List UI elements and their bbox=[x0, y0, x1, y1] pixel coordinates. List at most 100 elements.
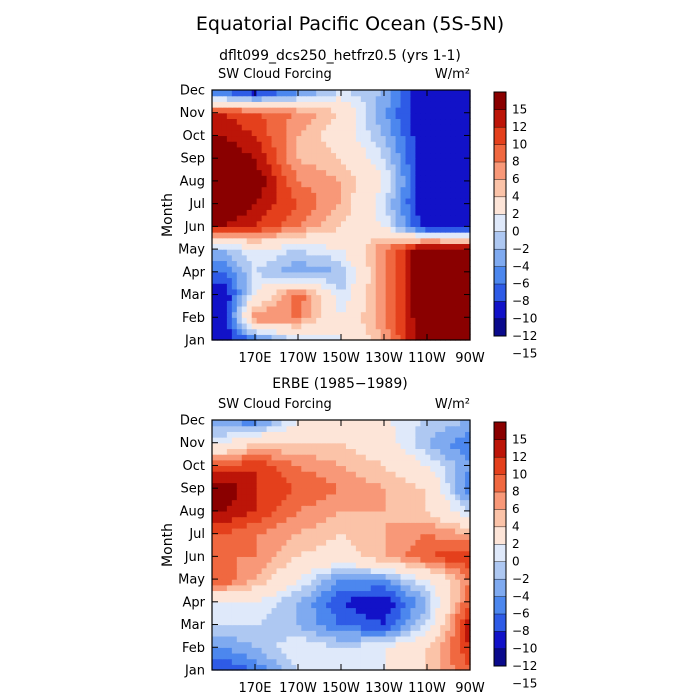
heatmap-cell bbox=[321, 152, 327, 159]
heatmap-cell bbox=[216, 271, 223, 279]
heatmap-cell bbox=[380, 476, 387, 484]
heatmap-cell bbox=[256, 146, 263, 154]
heatmap-cell bbox=[212, 567, 218, 575]
heatmap-cell bbox=[415, 431, 421, 438]
heatmap-cell bbox=[256, 539, 263, 546]
heatmap-cell bbox=[345, 118, 352, 125]
heatmap-cell bbox=[380, 493, 387, 501]
heatmap-cell bbox=[321, 175, 327, 182]
heatmap-cell bbox=[385, 630, 392, 637]
heatmap-cell bbox=[316, 243, 322, 250]
heatmap-cell bbox=[266, 437, 273, 444]
heatmap-cell bbox=[261, 505, 268, 512]
heatmap-cell bbox=[410, 493, 417, 501]
heatmap-cell bbox=[236, 95, 243, 102]
heatmap-cell bbox=[241, 260, 248, 267]
heatmap-cell bbox=[465, 630, 471, 637]
heatmap-cell bbox=[326, 305, 332, 313]
heatmap-cell bbox=[455, 277, 461, 284]
heatmap-cell bbox=[440, 652, 446, 660]
heatmap-cell bbox=[306, 425, 312, 432]
heatmap-cell bbox=[321, 607, 327, 614]
heatmap-cell bbox=[465, 197, 471, 205]
heatmap-cell bbox=[455, 442, 461, 450]
heatmap-cell bbox=[331, 420, 337, 427]
heatmap-cell bbox=[410, 579, 417, 586]
heatmap-cell bbox=[420, 334, 426, 341]
heatmap-cell bbox=[410, 437, 417, 444]
heatmap-cell bbox=[246, 260, 253, 267]
heatmap-cell bbox=[420, 226, 426, 233]
heatmap-cell bbox=[405, 203, 412, 210]
heatmap-cell bbox=[286, 664, 292, 671]
heatmap-cell bbox=[435, 334, 441, 341]
heatmap-cell bbox=[261, 442, 268, 450]
heatmap-cell bbox=[216, 448, 223, 455]
heatmap-cell bbox=[450, 260, 456, 267]
heatmap-cell bbox=[271, 186, 278, 193]
heatmap-cell bbox=[301, 448, 307, 455]
heatmap-cell bbox=[425, 590, 431, 597]
heatmap-cell bbox=[435, 152, 441, 159]
heatmap-cell bbox=[410, 260, 417, 267]
heatmap-cell bbox=[440, 232, 446, 239]
heatmap-cell bbox=[460, 288, 466, 296]
heatmap-cell bbox=[271, 601, 278, 609]
heatmap-cell bbox=[355, 454, 362, 461]
heatmap-cell bbox=[460, 499, 466, 506]
heatmap-cell bbox=[316, 317, 322, 324]
heatmap-cell bbox=[341, 300, 347, 307]
heatmap-cell bbox=[375, 283, 382, 290]
heatmap-cell bbox=[450, 567, 456, 575]
heatmap-cell bbox=[306, 158, 312, 165]
heatmap-cell bbox=[251, 431, 258, 438]
heatmap-cell bbox=[341, 482, 347, 489]
heatmap-cell bbox=[301, 186, 307, 193]
heatmap-cell bbox=[326, 630, 332, 637]
heatmap-cell bbox=[261, 454, 268, 461]
heatmap-cell bbox=[261, 180, 268, 188]
heatmap-cell bbox=[286, 545, 292, 552]
heatmap-cell bbox=[226, 641, 233, 648]
heatmap-cell bbox=[316, 624, 322, 631]
heatmap-cell bbox=[415, 112, 421, 120]
heatmap-cell bbox=[415, 158, 421, 165]
heatmap-cell bbox=[350, 186, 357, 193]
heatmap-cell bbox=[261, 545, 268, 552]
heatmap-cell bbox=[236, 562, 243, 569]
panel-model: dflt099_dcs250_hetfrz0.5 (yrs 1-1) SW Cl… bbox=[160, 48, 537, 366]
heatmap-cell bbox=[440, 197, 446, 205]
heatmap-cell bbox=[430, 641, 436, 648]
heatmap-cell bbox=[311, 158, 317, 165]
heatmap-cell bbox=[415, 630, 421, 637]
heatmap-erbe bbox=[212, 420, 471, 671]
heatmap-cell bbox=[216, 226, 223, 233]
heatmap-cell bbox=[256, 192, 263, 199]
heatmap-cell bbox=[375, 90, 382, 97]
heatmap-cell bbox=[440, 471, 446, 478]
heatmap-cell bbox=[261, 266, 268, 273]
heatmap-cell bbox=[256, 664, 263, 671]
heatmap-cell bbox=[306, 300, 312, 307]
heatmap-cell bbox=[465, 516, 471, 523]
heatmap-cell bbox=[321, 163, 327, 171]
heatmap-cell bbox=[365, 545, 372, 552]
heatmap-cell bbox=[425, 101, 431, 108]
heatmap-cell bbox=[221, 305, 228, 313]
heatmap-cell bbox=[231, 573, 238, 580]
heatmap-cell bbox=[390, 232, 397, 239]
heatmap-cell bbox=[226, 186, 233, 193]
heatmap-cell bbox=[445, 550, 451, 557]
heatmap-cell bbox=[430, 288, 436, 296]
heatmap-cell bbox=[271, 442, 278, 450]
heatmap-cell bbox=[385, 95, 392, 102]
heatmap-cell bbox=[241, 124, 248, 131]
heatmap-cell bbox=[410, 163, 417, 171]
heatmap-cell bbox=[226, 522, 233, 529]
heatmap-cell bbox=[345, 141, 352, 148]
heatmap-cell bbox=[360, 232, 367, 239]
heatmap-cell bbox=[316, 294, 322, 301]
heatmap-cell bbox=[385, 454, 392, 461]
heatmap-cell bbox=[430, 425, 436, 432]
heatmap-cell bbox=[380, 488, 387, 495]
